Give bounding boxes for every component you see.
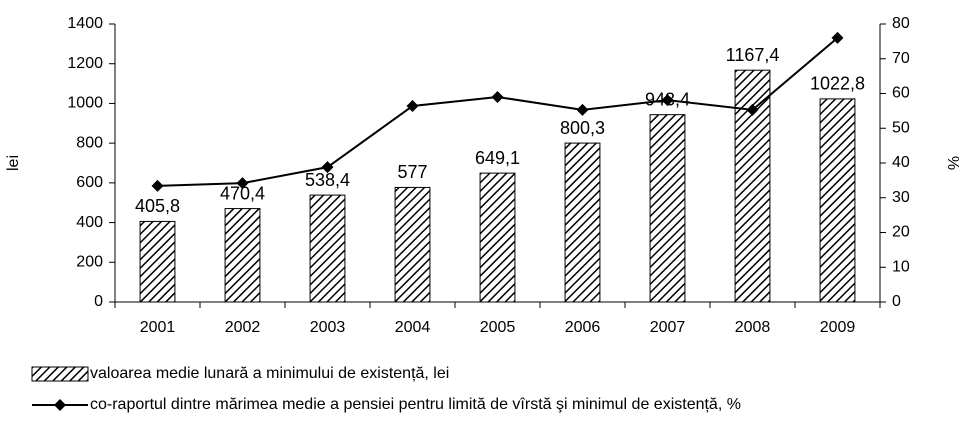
y-tick-label: 0	[94, 293, 103, 310]
y2-tick-label: 70	[892, 50, 910, 67]
legend-marker	[54, 399, 66, 411]
data-label: 800,3	[560, 118, 605, 138]
x-tick-label: 2006	[565, 319, 601, 336]
y-tick-label: 400	[76, 214, 103, 231]
marker	[321, 161, 334, 174]
bar	[224, 208, 261, 303]
x-tick-label: 2009	[820, 319, 856, 336]
legend-label: co-raportul dintre mărimea medie a pensi…	[90, 396, 741, 413]
y-tick-label: 600	[76, 174, 103, 191]
legend-swatch	[31, 366, 89, 382]
data-label: 405,8	[135, 196, 180, 216]
data-label: 577	[397, 162, 427, 182]
x-tick-label: 2002	[225, 319, 261, 336]
y2-axis-label: %	[944, 156, 961, 170]
x-tick-label: 2005	[480, 319, 516, 336]
y-tick-label: 1400	[67, 15, 103, 32]
x-tick-label: 2001	[140, 319, 176, 336]
marker	[746, 103, 759, 116]
marker	[491, 90, 504, 103]
y2-tick-label: 50	[892, 119, 910, 136]
y-tick-label: 1000	[67, 95, 103, 112]
x-tick-label: 2004	[395, 319, 431, 336]
data-label: 1022,8	[810, 74, 865, 94]
marker	[236, 177, 249, 190]
marker	[151, 179, 164, 192]
x-tick-label: 2007	[650, 319, 686, 336]
y2-tick-label: 80	[892, 15, 910, 32]
y2-tick-label: 20	[892, 224, 910, 241]
y2-tick-label: 40	[892, 154, 910, 171]
x-tick-label: 2003	[310, 319, 346, 336]
marker	[831, 31, 844, 44]
bar	[649, 114, 686, 303]
y-tick-label: 800	[76, 134, 103, 151]
marker	[661, 94, 674, 107]
y-tick-label: 1200	[67, 55, 103, 72]
legend-label: valoarea medie lunară a minimului de exi…	[90, 365, 449, 382]
data-label: 649,1	[475, 148, 520, 168]
marker	[576, 103, 589, 116]
y-tick-label: 200	[76, 254, 103, 271]
data-label: 470,4	[220, 183, 265, 203]
bar	[309, 194, 346, 303]
y2-tick-label: 60	[892, 85, 910, 102]
bar	[139, 220, 176, 303]
y2-tick-label: 10	[892, 258, 910, 275]
x-tick-label: 2008	[735, 319, 771, 336]
marker	[406, 100, 419, 113]
data-label: 538,4	[305, 170, 350, 190]
bar	[479, 172, 516, 303]
bar	[564, 142, 601, 303]
data-label: 1167,4	[726, 45, 780, 65]
y2-tick-label: 0	[892, 293, 901, 310]
y-axis-label: lei	[5, 155, 22, 171]
bar	[394, 186, 431, 303]
bar	[819, 98, 856, 303]
y2-tick-label: 30	[892, 189, 910, 206]
